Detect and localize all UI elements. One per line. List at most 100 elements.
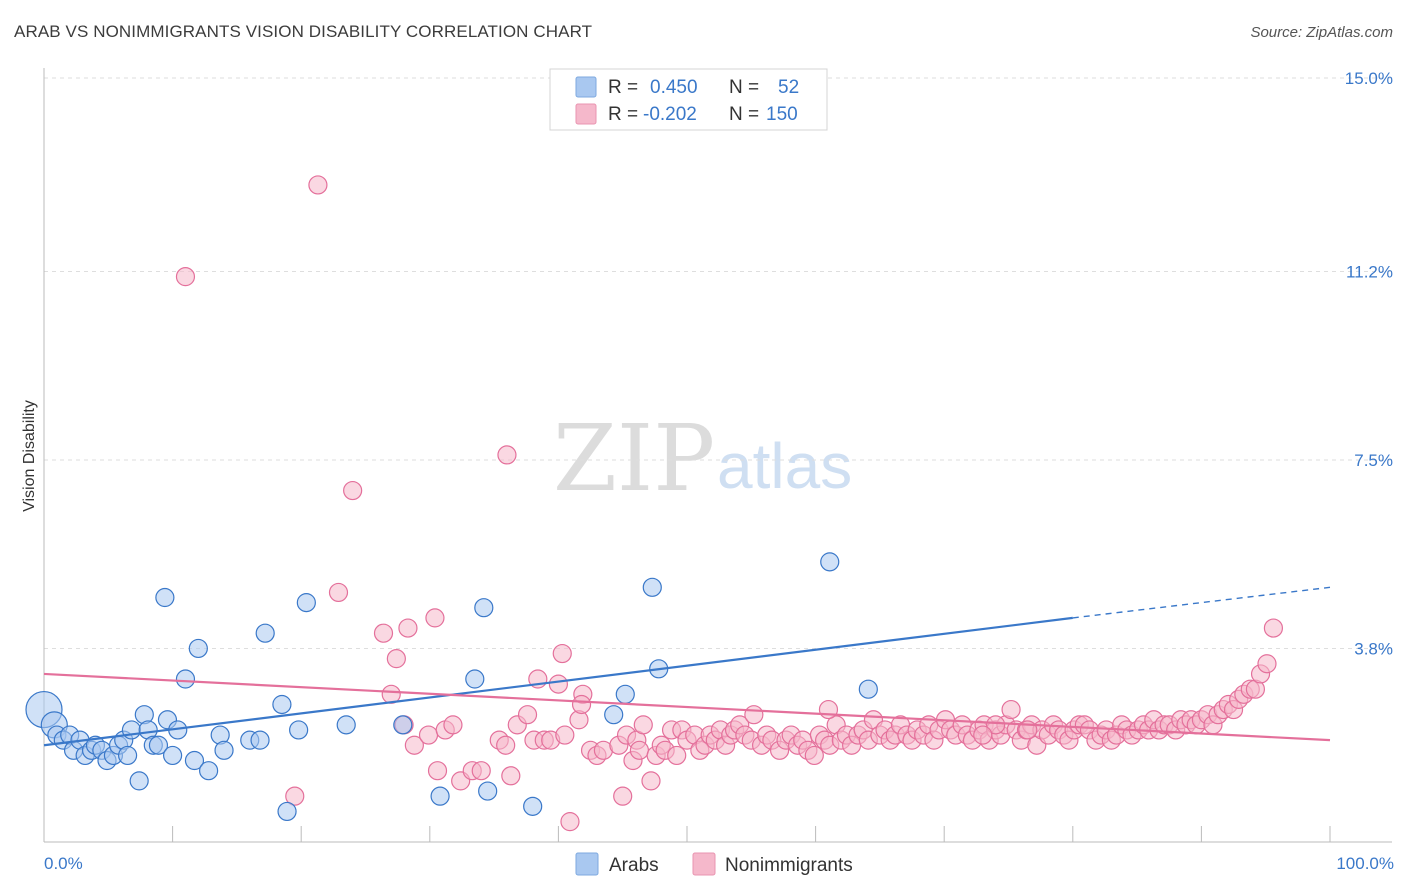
trend-line-nonimmigrants: [43, 672, 1331, 742]
nonimmigrant-point: [343, 480, 363, 501]
nonimmigrant-point: [328, 582, 349, 603]
series-legend-swatch-nonimmigrants: [692, 852, 716, 876]
nonimmigrant-point: [986, 715, 1006, 735]
nonimmigrant-point: [496, 735, 516, 755]
x-axis-ticks: [43, 826, 1331, 842]
nonimmigrant-point: [175, 267, 196, 287]
legend-r-label-arabs: R =: [608, 77, 638, 98]
arab-point: [820, 552, 840, 572]
nonimmigrant-point: [1257, 654, 1277, 674]
watermark-atlas: atlas: [717, 430, 852, 502]
series-legend-label-arabs: Arabs: [609, 855, 659, 876]
nonimmigrant-point: [425, 608, 445, 628]
nonimmigrant-point: [471, 761, 491, 781]
arab-point: [478, 781, 498, 801]
arab-point: [615, 684, 635, 704]
y-tick-label: 15.0%: [1345, 69, 1393, 88]
legend-n-value-arabs: 52: [778, 77, 799, 98]
arab-point: [604, 705, 624, 725]
nonimmigrant-point: [571, 694, 592, 715]
legend-n-value-nonimmigrants: 150: [766, 104, 798, 125]
x-tick-label-min: 0.0%: [44, 854, 83, 873]
series-legend: Arabs Nonimmigrants: [575, 852, 853, 876]
series-legend-swatch-arabs: [575, 852, 599, 876]
arab-point: [250, 730, 270, 750]
nonimmigrant-point: [744, 705, 764, 725]
legend-r-value-arabs: 0.450: [650, 77, 698, 98]
arab-point: [184, 750, 205, 771]
legend-n-label-nonimmigrants: N =: [729, 104, 759, 125]
arab-point: [163, 745, 183, 766]
nonimmigrant-point: [555, 725, 575, 745]
nonimmigrant-point: [1001, 699, 1021, 720]
nonimmigrant-point: [1263, 618, 1284, 638]
trend-line-arabs: [43, 616, 1073, 747]
nonimmigrant-point: [667, 745, 687, 766]
nonimmigrant-point: [552, 643, 572, 664]
arab-point: [393, 715, 413, 735]
arab-point: [336, 715, 356, 735]
arab-point: [255, 623, 275, 643]
watermark: ZIP atlas: [553, 405, 852, 512]
y-tick-label: 11.2%: [1346, 263, 1393, 282]
nonimmigrant-point: [804, 745, 824, 766]
nonimmigrant-point: [633, 715, 653, 735]
arab-point: [474, 598, 494, 618]
arab-point: [214, 740, 234, 760]
series-legend-label-nonimmigrants: Nonimmigrants: [725, 855, 853, 876]
arab-point: [129, 771, 149, 791]
arab-point: [289, 720, 309, 740]
nonimmigrant-point: [517, 705, 538, 725]
nonimmigrant-point: [308, 175, 328, 195]
arab-point: [642, 577, 662, 597]
arab-point: [148, 735, 169, 755]
source-credit: Source: ZipAtlas.com: [1250, 24, 1393, 41]
nonimmigrant-point: [973, 725, 993, 745]
arab-point: [523, 796, 543, 816]
legend-swatch-nonimmigrants: [575, 103, 597, 125]
legend-n-label-arabs: N =: [729, 77, 759, 98]
legend-swatch-arabs: [575, 76, 597, 98]
arab-point: [858, 679, 878, 699]
arab-point: [465, 669, 485, 689]
trend-lines: [43, 586, 1331, 747]
arab-point: [188, 638, 208, 659]
x-tick-label-max: 100.0%: [1336, 854, 1394, 873]
nonimmigrant-point: [404, 735, 424, 755]
series-arabs-points: [25, 552, 878, 822]
legend-r-label-nonimmigrants: R =: [608, 104, 638, 125]
nonimmigrant-point: [548, 674, 569, 694]
arab-point: [296, 593, 316, 613]
nonimmigrant-point: [427, 761, 448, 781]
nonimmigrant-point: [373, 623, 394, 643]
nonimmigrant-point: [398, 618, 418, 638]
correlation-legend: R = 0.450 N = 52 R = -0.202 N = 150: [549, 68, 828, 131]
trend-line-arabs-extension: [1072, 586, 1331, 619]
series-nonimmigrants-points: [175, 175, 1284, 832]
y-tick-labels: 3.8% 7.5% 11.2% 15.0%: [1345, 69, 1393, 658]
nonimmigrant-point: [641, 771, 661, 791]
nonimmigrant-point: [818, 699, 839, 720]
nonimmigrant-point: [386, 649, 406, 669]
nonimmigrant-point: [560, 812, 580, 832]
nonimmigrant-point: [285, 786, 305, 806]
y-axis-title: Vision Disability: [21, 400, 38, 512]
nonimmigrant-point: [629, 740, 650, 760]
arab-point: [272, 694, 292, 715]
y-tick-label: 3.8%: [1354, 639, 1393, 658]
arab-point: [277, 801, 297, 822]
nonimmigrant-point: [418, 725, 439, 745]
gridlines: [44, 77, 1392, 649]
arab-point: [175, 669, 196, 689]
arab-point: [155, 587, 175, 608]
arab-point: [117, 745, 138, 766]
nonimmigrant-point: [613, 786, 633, 806]
arab-point: [199, 761, 219, 781]
y-tick-label: 7.5%: [1354, 451, 1393, 470]
arab-point: [430, 786, 450, 806]
chart-title: ARAB VS NONIMMIGRANTS VISION DISABILITY …: [14, 22, 593, 41]
nonimmigrant-point: [501, 766, 521, 786]
legend-r-value-nonimmigrants: -0.202: [643, 104, 697, 125]
nonimmigrant-point: [443, 715, 463, 735]
